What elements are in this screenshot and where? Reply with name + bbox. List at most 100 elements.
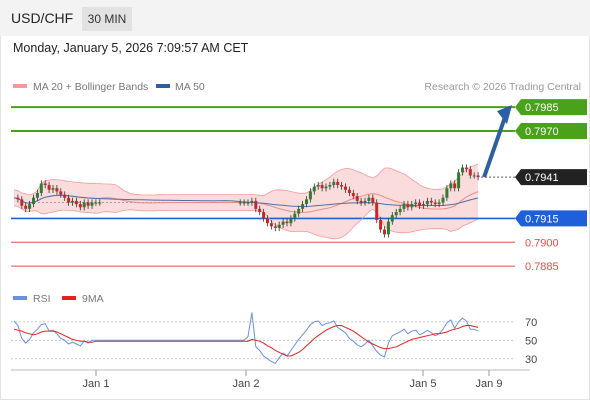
candle-body [86, 202, 90, 206]
rsi-tick-label-1: 50 [525, 335, 537, 347]
candle-body [398, 208, 402, 213]
candle [55, 185, 59, 195]
ma50-line [13, 194, 479, 208]
rsi-series-9ma [13, 325, 479, 357]
candle [363, 197, 367, 206]
legend-label-9ma: 9MA [82, 293, 104, 305]
candle [386, 218, 390, 238]
candle [305, 196, 308, 208]
candle-body [262, 212, 266, 219]
legend-swatch-9ma [62, 296, 76, 300]
level-tag-bg-0 [515, 99, 587, 116]
candle-body [449, 183, 453, 189]
candle-body [67, 197, 71, 203]
level-tag-label-3: 0.7915 [525, 213, 559, 225]
candle-body [422, 204, 425, 206]
candle [281, 218, 285, 228]
candle-body [316, 185, 320, 187]
candle [238, 199, 242, 206]
candle-body [312, 186, 316, 192]
candle-body [383, 229, 386, 235]
candle [429, 197, 433, 206]
x-tick-label-0: Jan 1 [83, 378, 110, 390]
candle [47, 181, 51, 193]
candle-body [472, 175, 476, 177]
candle-body [266, 218, 269, 224]
candle-body [324, 186, 328, 189]
candle-body [94, 202, 98, 204]
candle [425, 197, 429, 208]
candle [445, 185, 449, 201]
candle-body [74, 200, 78, 205]
candle [266, 215, 269, 227]
candle [301, 200, 305, 213]
candle [476, 172, 480, 181]
candle [449, 180, 453, 192]
timeframe-button[interactable]: 30 MIN [82, 7, 132, 31]
candle [90, 199, 94, 209]
x-axis: Jan 1 Jan 2 Jan 5 Jan 9 [83, 370, 502, 390]
candle [328, 181, 332, 190]
candle-body [371, 197, 375, 203]
candle [383, 226, 386, 238]
candle-body [433, 202, 437, 205]
candle [94, 199, 98, 206]
candle [468, 165, 472, 179]
candle-body [437, 202, 441, 205]
candle-body [441, 197, 445, 203]
legend-swatch-ma50 [156, 84, 170, 88]
candle-body [320, 185, 324, 189]
candle [71, 197, 74, 206]
moving-averages [13, 163, 479, 240]
candle-body [28, 204, 32, 209]
candle [422, 200, 425, 209]
candle-body [254, 200, 258, 209]
candle-body [24, 205, 28, 209]
level-tag-0: 0.7985 [515, 99, 587, 116]
candle [98, 199, 102, 206]
candle [355, 192, 359, 205]
candle-body [429, 200, 433, 203]
current-price-tag-bg [515, 169, 587, 186]
candle-body [328, 185, 332, 187]
candle-body [344, 186, 347, 190]
candle [332, 178, 336, 189]
candle [316, 181, 320, 190]
candle [351, 189, 355, 200]
candle-body [32, 197, 35, 205]
candle-body [336, 181, 340, 186]
candle-body [63, 194, 67, 198]
level-tag-bg-1 [515, 122, 587, 139]
candle [32, 194, 35, 208]
candle-body [457, 172, 461, 189]
candle-body [273, 226, 277, 228]
candle [273, 223, 277, 232]
candle-body [363, 200, 367, 203]
legend-swatch-rsi [13, 296, 27, 300]
candle-body [308, 191, 312, 200]
candle [250, 197, 254, 206]
candle [410, 200, 414, 211]
candle [406, 200, 410, 211]
symbol-label: USD/CHF [11, 10, 74, 26]
candle-body [476, 175, 480, 178]
candle-body [390, 215, 394, 222]
candle-body [468, 169, 472, 176]
candle-body [367, 197, 371, 201]
projection-arrow-head [497, 105, 512, 125]
candle-body [351, 192, 355, 197]
candle [398, 205, 402, 216]
candle [51, 185, 55, 193]
candle [320, 181, 324, 192]
candle [297, 205, 301, 217]
rsi-series-rsi [13, 312, 479, 365]
candle [39, 180, 43, 197]
level-label-4: 0.7900 [525, 237, 559, 249]
bollinger-band-fill [14, 164, 479, 239]
copyright-label: Research © 2026 Trading Central [424, 81, 581, 93]
candle [74, 197, 78, 208]
candle-body [35, 192, 39, 198]
candle [441, 194, 445, 206]
bollinger-bands [14, 164, 479, 239]
candle-body [289, 218, 293, 224]
